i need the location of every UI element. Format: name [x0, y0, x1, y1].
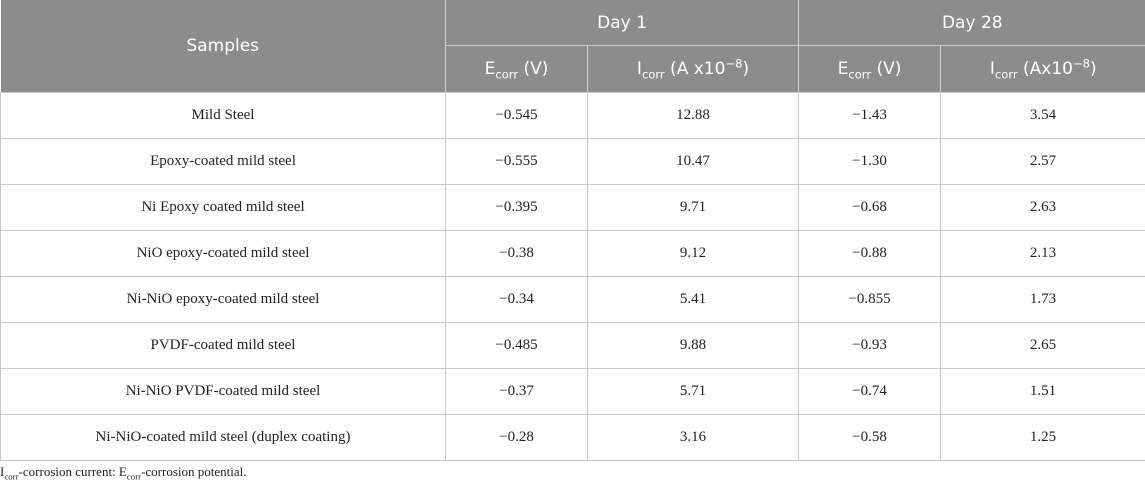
header-ecorr-day1: Ecorr (V) [445, 45, 588, 93]
ecorr-day1-cell: −0.545 [445, 92, 588, 139]
ecorr-subscript: corr [848, 67, 872, 82]
table-row: Ni-NiO-coated mild steel (duplex coating… [0, 414, 1145, 461]
icorr-day28-cell: 1.51 [940, 368, 1145, 415]
header-icorr-day28: Icorr (Ax10−8) [940, 45, 1145, 93]
footnote-i-subscript: corr [4, 471, 19, 482]
footnote-i-symbol: I [0, 464, 5, 479]
ecorr-day1-cell: −0.555 [445, 138, 588, 185]
table-body: Mild Steel −0.545 12.88 −1.43 3.54 Epoxy… [0, 92, 1145, 461]
footnote-e-text: -corrosion potential. [141, 464, 247, 479]
ecorr-day1-cell: −0.34 [445, 276, 588, 323]
sample-cell: Mild Steel [0, 92, 446, 139]
icorr-day1-cell: 12.88 [586, 92, 799, 139]
ecorr-day28-cell: −0.74 [798, 368, 941, 415]
table-row: PVDF-coated mild steel −0.485 9.88 −0.93… [0, 322, 1145, 369]
table-footnote: Icorr-corrosion current: Ecorr-corrosion… [0, 464, 247, 482]
table-header: Samples Day 1 Day 28 Ecorr (V) Icorr (A … [0, 0, 1145, 93]
sample-cell: Ni-NiO-coated mild steel (duplex coating… [0, 414, 446, 461]
sample-cell: PVDF-coated mild steel [0, 322, 446, 369]
table-row: Mild Steel −0.545 12.88 −1.43 3.54 [0, 92, 1145, 139]
header-icorr-day1: Icorr (A x10−8) [586, 45, 799, 93]
ecorr-day28-cell: −1.43 [798, 92, 941, 139]
ecorr-day1-cell: −0.28 [445, 414, 588, 461]
icorr-day28-cell: 1.25 [940, 414, 1145, 461]
ecorr-day28-cell: −0.855 [798, 276, 941, 323]
icorr-symbol: I [636, 59, 642, 79]
table-row: Ni-NiO epoxy-coated mild steel −0.34 5.4… [0, 276, 1145, 323]
corrosion-table: Samples Day 1 Day 28 Ecorr (V) Icorr (A … [0, 0, 1145, 461]
sample-cell: Epoxy-coated mild steel [0, 138, 446, 185]
header-ecorr-day28: Ecorr (V) [798, 45, 941, 93]
ecorr-day28-cell: −0.93 [798, 322, 941, 369]
icorr-day1-cell: 9.88 [586, 322, 799, 369]
icorr-day28-cell: 1.73 [940, 276, 1145, 323]
table-row: NiO epoxy-coated mild steel −0.38 9.12 −… [0, 230, 1145, 277]
ecorr-day28-cell: −1.30 [798, 138, 941, 185]
icorr-close: ) [742, 59, 750, 79]
ecorr-day28-cell: −0.68 [798, 184, 941, 231]
icorr-exponent: −8 [725, 56, 743, 71]
icorr-unit: (A x10 [664, 59, 726, 79]
ecorr-unit: (V) [871, 59, 902, 79]
icorr-day1-cell: 5.41 [586, 276, 799, 323]
icorr-day28-cell: 2.13 [940, 230, 1145, 277]
icorr-day1-cell: 5.71 [586, 368, 799, 415]
sample-cell: NiO epoxy-coated mild steel [0, 230, 446, 277]
icorr-symbol: I [989, 59, 995, 79]
ecorr-symbol: E [484, 59, 496, 79]
icorr-day28-cell: 3.54 [940, 92, 1145, 139]
ecorr-subscript: corr [495, 67, 519, 82]
icorr-day1-cell: 10.47 [586, 138, 799, 185]
icorr-unit: (Ax10 [1017, 59, 1073, 79]
icorr-subscript: corr [641, 67, 665, 82]
ecorr-day1-cell: −0.485 [445, 322, 588, 369]
icorr-day28-cell: 2.63 [940, 184, 1145, 231]
table-row: Ni Epoxy coated mild steel −0.395 9.71 −… [0, 184, 1145, 231]
icorr-day1-cell: 9.12 [586, 230, 799, 277]
icorr-day28-cell: 2.57 [940, 138, 1145, 185]
icorr-day1-cell: 3.16 [586, 414, 799, 461]
icorr-exponent: −8 [1072, 56, 1091, 71]
ecorr-symbol: E [837, 59, 849, 79]
ecorr-day1-cell: −0.38 [445, 230, 588, 277]
table-row: Epoxy-coated mild steel −0.555 10.47 −1.… [0, 138, 1145, 185]
icorr-day1-cell: 9.71 [586, 184, 799, 231]
ecorr-day1-cell: −0.37 [445, 368, 588, 415]
header-row-groups: Samples Day 1 Day 28 [0, 0, 1145, 93]
sample-cell: Ni Epoxy coated mild steel [0, 184, 446, 231]
sample-cell: Ni-NiO epoxy-coated mild steel [0, 276, 446, 323]
icorr-subscript: corr [994, 67, 1018, 82]
header-row-quantities: Ecorr (V) Icorr (A x10−8) Ecorr (V) Icor… [1, 45, 1145, 93]
ecorr-day28-cell: −0.58 [798, 414, 941, 461]
table-row: Ni-NiO PVDF-coated mild steel −0.37 5.71… [0, 368, 1145, 415]
footnote-e-subscript: corr [126, 471, 142, 482]
header-day28: Day 28 [798, 0, 1145, 46]
icorr-day28-cell: 2.65 [940, 322, 1145, 369]
ecorr-day1-cell: −0.395 [445, 184, 588, 231]
header-day1: Day 1 [444, 0, 799, 46]
ecorr-day28-cell: −0.88 [798, 230, 941, 277]
icorr-close: ) [1090, 59, 1097, 79]
sample-cell: Ni-NiO PVDF-coated mild steel [0, 368, 446, 415]
ecorr-unit: (V) [518, 59, 549, 79]
footnote-i-text: -corrosion current: E [18, 464, 127, 479]
header-samples: Samples [0, 0, 446, 93]
